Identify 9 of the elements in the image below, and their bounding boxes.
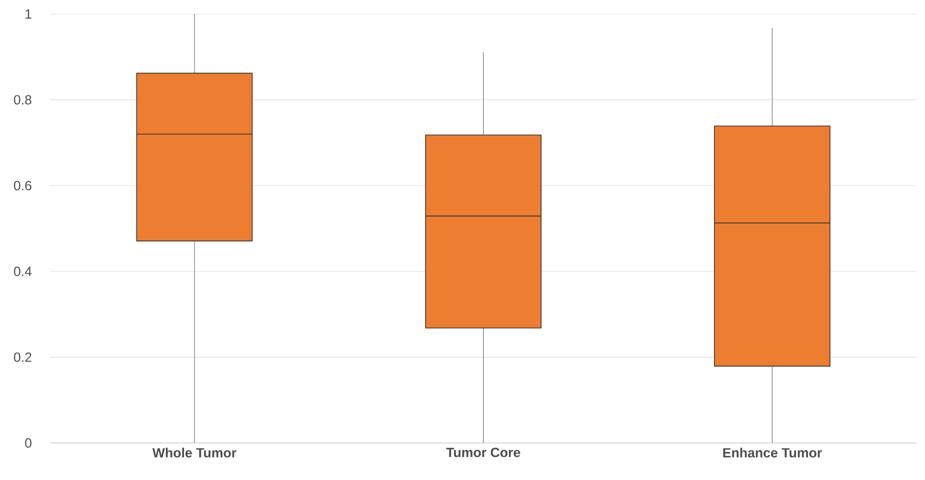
x-tick-label: Enhance Tumor — [723, 448, 822, 458]
y-tick-label: 0.6 — [14, 180, 32, 190]
x-tick-label: Whole Tumor — [152, 448, 236, 458]
y-tick-label: 1 — [26, 9, 32, 19]
y-tick-label: 0.4 — [14, 266, 32, 276]
y-tick-label: 0 — [25, 438, 32, 448]
x-tick-label: Tumor Core — [446, 448, 520, 458]
y-tick-label: 0.8 — [14, 95, 32, 105]
y-tick-label: 0.2 — [14, 352, 32, 362]
